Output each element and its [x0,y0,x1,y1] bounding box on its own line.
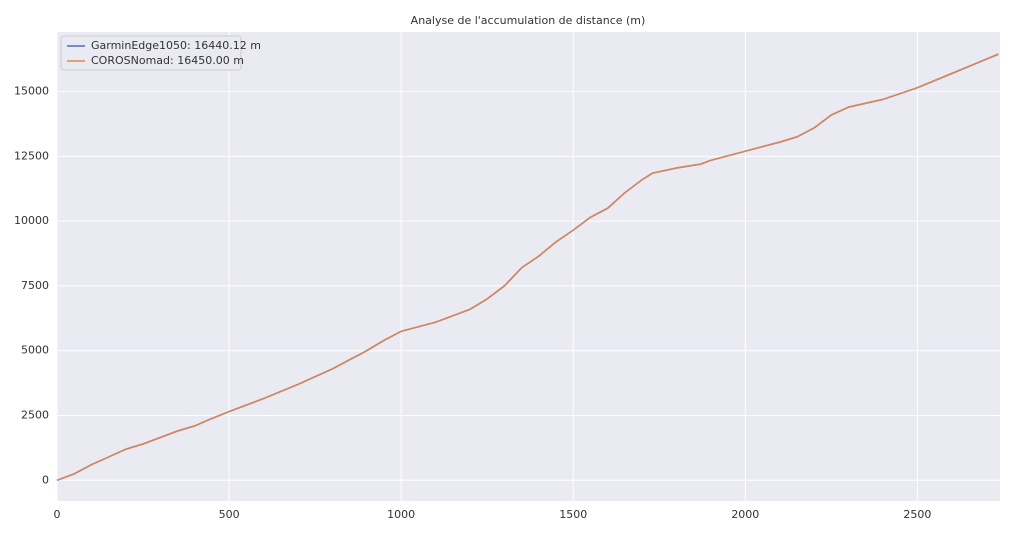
y-tick-label: 7500 [21,279,49,292]
y-tick-label: 5000 [21,344,49,357]
legend-box [60,35,242,71]
chart-title: Analyse de l'accumulation de distance (m… [411,14,646,27]
legend-label: GarminEdge1050: 16440.12 m [91,39,261,52]
y-tick-label: 2500 [21,408,49,421]
x-tick-label: 500 [219,508,240,521]
y-tick-label: 15000 [14,85,49,98]
x-tick-label: 0 [54,508,61,521]
x-tick-label: 1500 [559,508,587,521]
plot-area [57,32,1000,501]
x-tick-label: 1000 [387,508,415,521]
legend-label: COROSNomad: 16450.00 m [91,54,244,67]
line [56,53,999,482]
y-tick-label: 12500 [14,149,49,162]
x-tick-label: 2000 [731,508,759,521]
x-tick-label: 2500 [903,508,931,521]
y-tick-label: 0 [42,473,49,486]
y-tick-label: 10000 [14,214,49,227]
